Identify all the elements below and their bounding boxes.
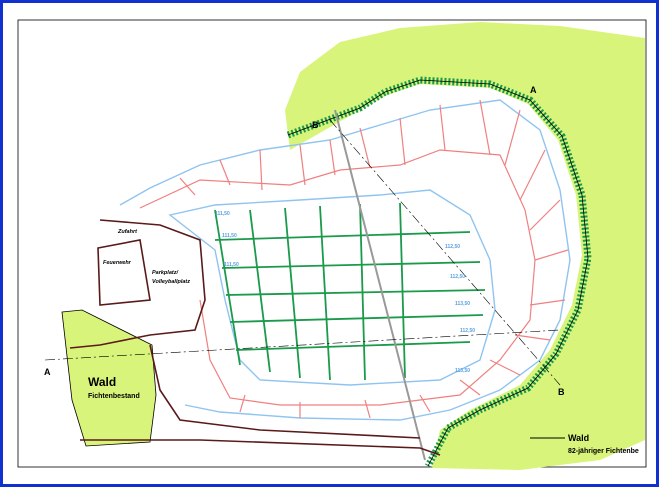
elevation-label: 111,50 xyxy=(215,211,230,217)
drainage-grid xyxy=(214,202,486,381)
section-line xyxy=(334,109,426,461)
slope-hatching xyxy=(179,99,569,419)
forest-label: Wald xyxy=(568,433,589,443)
section-label: B xyxy=(558,387,565,397)
forest-edge-line xyxy=(287,79,589,467)
elevation-label: 112,50 xyxy=(445,244,460,250)
section-b xyxy=(329,119,561,386)
elevation-label: 112,50 xyxy=(450,274,465,280)
area-label: Parkplatz/ xyxy=(152,270,179,276)
area-label: Volleyballplatz xyxy=(152,279,190,285)
elevation-label: 112,50 xyxy=(460,328,475,334)
road xyxy=(149,344,421,439)
forest-sub-label: 82-jähriger Fichtenbe xyxy=(568,448,639,455)
section-label: A xyxy=(44,367,51,377)
elevation-label: 113,50 xyxy=(455,368,470,374)
inner-frame xyxy=(17,19,647,468)
forest-label: Wald xyxy=(88,375,116,389)
section-label: B xyxy=(312,120,319,130)
section-a xyxy=(44,329,561,361)
road xyxy=(80,439,441,456)
road-label: Zufahrt xyxy=(117,229,138,235)
building-feuerwehr xyxy=(97,239,151,306)
elevation-label: 113,50 xyxy=(455,301,470,307)
elevation-label: 111,50 xyxy=(224,262,239,268)
building-label: Feuerwehr xyxy=(103,260,132,266)
elevation-label: 111,50 xyxy=(222,233,237,239)
forest-left xyxy=(61,309,157,447)
forest-sub-label: Fichtenbestand xyxy=(88,393,140,400)
section-label: A xyxy=(530,85,537,95)
contour-line xyxy=(168,189,496,386)
road xyxy=(69,219,206,349)
